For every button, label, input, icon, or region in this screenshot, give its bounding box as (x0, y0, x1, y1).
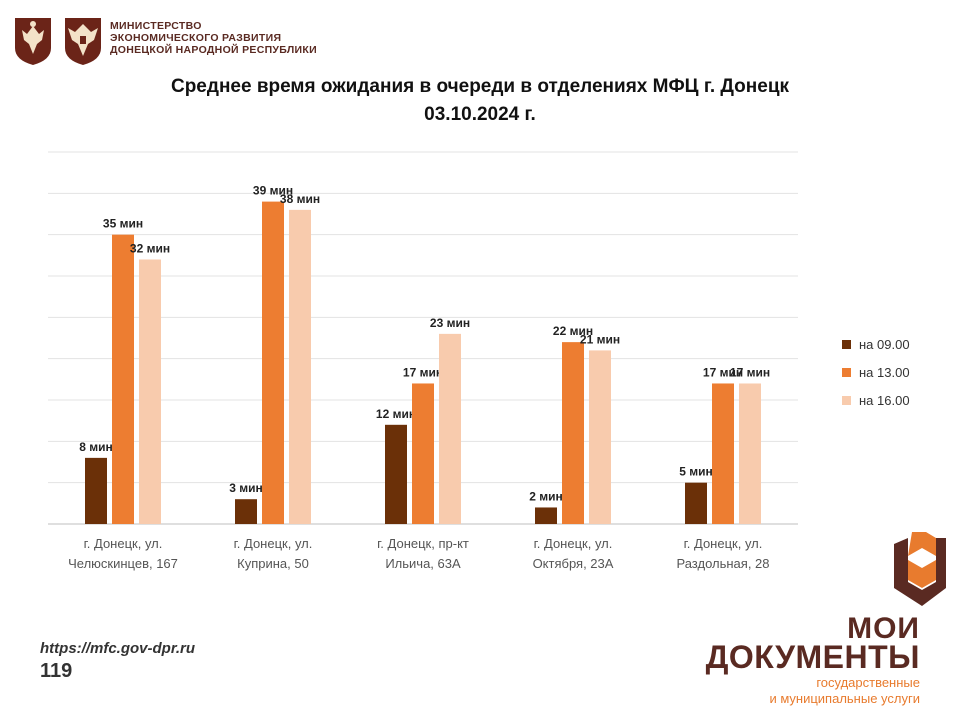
bar (385, 424, 407, 524)
data-label: 5 мин (679, 465, 713, 479)
bar (235, 499, 257, 524)
chart-title-block: Среднее время ожидания в очереди в отдел… (80, 73, 880, 129)
ministry-line: ДОНЕЦКОЙ НАРОДНОЙ РЕСПУБЛИКИ (110, 44, 317, 56)
legend-swatch (842, 367, 851, 377)
data-label: 17 мин (730, 365, 770, 379)
footer-url[interactable]: https://mfc.gov-dpr.ru (40, 640, 195, 657)
bar (535, 507, 557, 524)
data-label: 17 мин (703, 365, 743, 379)
ministry-line: ЭКОНОМИЧЕСКОГО РАЗВИТИЯ (110, 32, 282, 44)
bar (739, 383, 761, 524)
category-label: Куприна, 50 (237, 556, 309, 571)
category-label: Октября, 23А (533, 556, 614, 571)
data-label: 8 мин (79, 440, 113, 454)
brand-tagline: государственные и муниципальные услуги (769, 675, 920, 707)
bar (85, 457, 107, 524)
category-label: г. Донецк, ул. (534, 536, 613, 551)
brand-logo-icon (894, 532, 946, 606)
bar (439, 333, 461, 524)
ministry-line: МИНИСТЕРСТВО (110, 20, 202, 32)
bar (139, 259, 161, 524)
data-label: 2 мин (529, 489, 563, 503)
category-label: г. Донецк, ул. (684, 536, 763, 551)
category-label: Челюскинцев, 167 (68, 556, 178, 571)
bar (262, 201, 284, 524)
brand-tagline-line: и муниципальные услуги (769, 691, 920, 706)
legend-label: на 13.00 (859, 364, 910, 380)
bar (589, 350, 611, 524)
bar (289, 209, 311, 524)
category-label: Ильича, 63А (385, 556, 461, 571)
legend-item: на 09.00 (842, 330, 910, 358)
brand-name-line: МОИ (847, 612, 920, 645)
legend-item: на 16.00 (842, 386, 910, 414)
legend-label: на 09.00 (859, 336, 910, 352)
data-label: 35 мин (103, 217, 143, 231)
data-label: 12 мин (376, 407, 416, 421)
data-label: 39 мин (253, 184, 293, 198)
legend-swatch (842, 395, 851, 405)
brand-name-line: ДОКУМЕНТЫ (705, 639, 920, 675)
legend-item: на 13.00 (842, 358, 910, 386)
legend-label: на 16.00 (859, 392, 910, 408)
chart-title: Среднее время ожидания в очереди в отдел… (170, 76, 790, 97)
bar (112, 234, 134, 524)
brand-name: МОИ ДОКУМЕНТЫ (705, 612, 920, 675)
data-label: 3 мин (229, 481, 263, 495)
bar (562, 342, 584, 524)
category-label: г. Донецк, ул. (234, 536, 313, 551)
brand-tagline-line: государственные (816, 675, 920, 690)
bar (685, 482, 707, 524)
category-label: г. Донецк, пр-кт (377, 536, 469, 551)
bar (712, 383, 734, 524)
data-label: 17 мин (403, 365, 443, 379)
data-label: 32 мин (130, 241, 170, 255)
page-number: 119 (40, 660, 73, 682)
data-label: 38 мин (280, 192, 320, 206)
data-label: 22 мин (553, 324, 593, 338)
legend: на 09.00 на 13.00 на 16.00 (842, 330, 910, 414)
data-label: 23 мин (430, 316, 470, 330)
category-label: Раздольная, 28 (676, 556, 769, 571)
data-label: 21 мин (580, 332, 620, 346)
ministry-name: МИНИСТЕРСТВО ЭКОНОМИЧЕСКОГО РАЗВИТИЯ ДОН… (110, 20, 370, 56)
category-label: г. Донецк, ул. (84, 536, 163, 551)
legend-swatch (842, 339, 851, 349)
ministry-eagle-icon (65, 18, 101, 65)
coat-of-arms-icon (15, 18, 51, 65)
chart-subtitle: 03.10.2024 г. (424, 104, 536, 125)
bar (412, 383, 434, 524)
